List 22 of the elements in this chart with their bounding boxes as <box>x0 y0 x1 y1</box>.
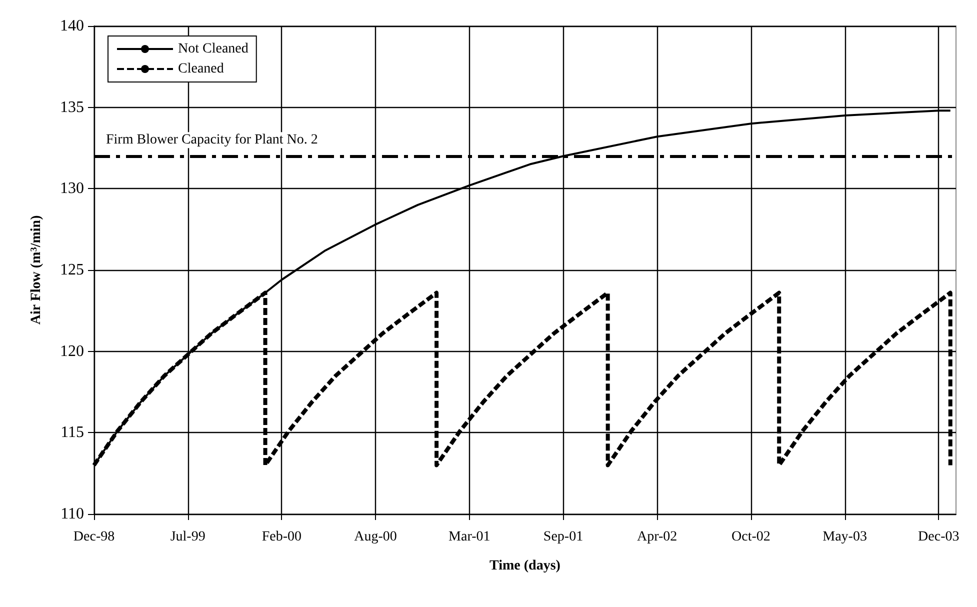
x-tick-label: Mar-01 <box>448 530 490 544</box>
y-tick-label: 125 <box>60 262 84 278</box>
x-tick-label: Sep-01 <box>543 530 584 544</box>
x-axis-title: Time (days) <box>490 558 561 574</box>
x-tick-label: Feb-00 <box>262 530 302 544</box>
y-tick-label: 140 <box>60 18 84 34</box>
y-tick-label: 135 <box>60 98 84 116</box>
legend-label: Not Cleaned <box>178 42 248 56</box>
x-tick-label: Apr-02 <box>637 530 678 544</box>
x-tick-label: Oct-02 <box>731 530 770 544</box>
ref-line-label: Firm Blower Capacity for Plant No. 2 <box>106 132 318 148</box>
legend-label: Cleaned <box>178 62 224 76</box>
x-tick-label: Dec-03 <box>918 530 960 544</box>
x-tick-label: Jul-99 <box>170 530 206 544</box>
x-tick-label: Aug-00 <box>354 530 397 544</box>
y-tick-label: 120 <box>60 342 84 360</box>
y-axis-title: Air Flow (m3/min) <box>28 214 44 325</box>
x-tick-label: May-03 <box>822 530 867 544</box>
y-tick-label: 130 <box>60 180 84 198</box>
y-tick-label: 110 <box>60 506 84 522</box>
x-tick-label: Dec-98 <box>73 530 115 544</box>
y-tick-label: 115 <box>60 424 84 442</box>
